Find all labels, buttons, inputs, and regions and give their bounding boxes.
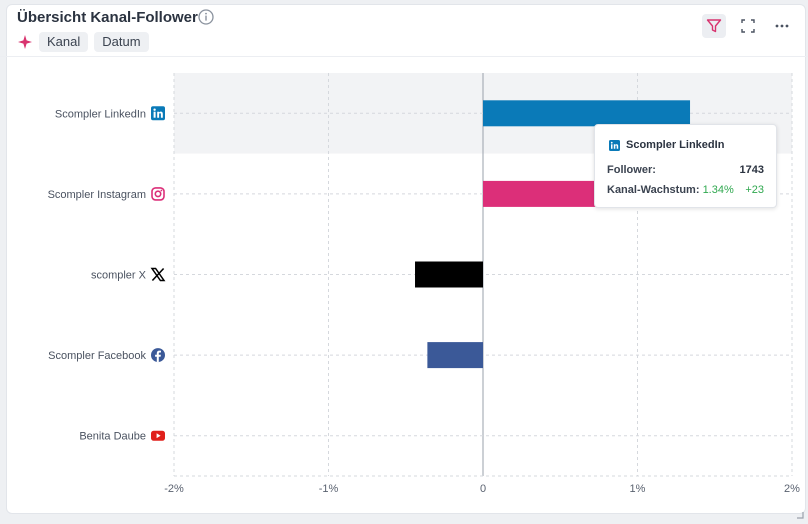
facebook-icon	[151, 348, 165, 362]
chart-tooltip: Scompler LinkedIn Follower: 1743 Kanal-W…	[594, 124, 777, 208]
category-label: Benita Daube	[79, 431, 146, 443]
bar	[483, 100, 690, 126]
x-tick-label: 2%	[784, 483, 800, 495]
tooltip-follower-value: 1743	[740, 164, 764, 176]
x-tick-label: 1%	[630, 483, 646, 495]
tooltip-growth-percent: 1.34%	[703, 184, 734, 196]
tooltip-growth-label: Kanal-Wachstum:	[607, 184, 700, 196]
tooltip-channel: Scompler LinkedIn	[626, 139, 724, 151]
bar	[427, 342, 483, 368]
linkedin-icon	[151, 106, 165, 120]
instagram-icon	[152, 188, 164, 200]
category-label: Scompler Facebook	[48, 350, 146, 362]
bar	[415, 262, 483, 288]
x-tick-label: -1%	[319, 483, 339, 495]
category-label: scompler X	[91, 270, 147, 282]
x-icon	[152, 269, 164, 281]
resize-handle-icon[interactable]	[796, 506, 804, 514]
linkedin-icon	[609, 140, 620, 151]
category-label: Scompler Instagram	[48, 189, 146, 201]
category-label: Scompler LinkedIn	[55, 108, 146, 120]
youtube-icon	[151, 431, 165, 441]
tooltip-growth-abs: +23	[745, 184, 764, 196]
x-tick-label: 0	[480, 483, 486, 495]
x-tick-label: -2%	[164, 483, 184, 495]
tooltip-follower-label: Follower:	[607, 164, 656, 176]
